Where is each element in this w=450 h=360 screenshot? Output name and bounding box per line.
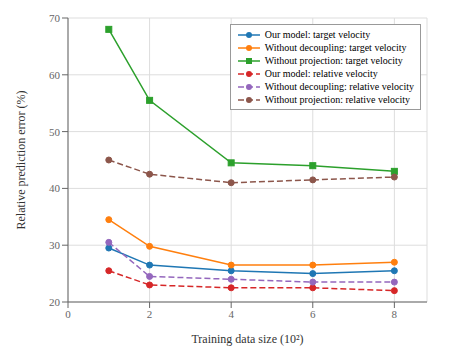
html-text:Without projection: target vel: Without projection: target velocity	[264, 55, 403, 66]
svg-text:4: 4	[228, 308, 234, 320]
svg-text:50: 50	[49, 126, 61, 138]
svg-text:40: 40	[49, 182, 61, 194]
svg-text:Training data size (10²): Training data size (10²)	[191, 332, 303, 346]
svg-text:6: 6	[310, 308, 316, 320]
svg-text:70: 70	[49, 12, 61, 24]
svg-text:8: 8	[392, 308, 398, 320]
svg-text:0: 0	[65, 308, 71, 320]
html-text:Our model: target velocity: Our model: target velocity	[264, 29, 371, 40]
svg-text:20: 20	[49, 296, 61, 308]
svg-text:2: 2	[147, 308, 153, 320]
html-text:Without decoupling: relative v: Without decoupling: relative velocity	[264, 81, 414, 92]
html-text:Without decoupling: target vel: Without decoupling: target velocity	[264, 42, 407, 53]
svg-text:60: 60	[49, 69, 61, 81]
html-text:Without projection: relative v: Without projection: relative velocity	[264, 94, 411, 105]
svg-text:Relative prediction error (%): Relative prediction error (%)	[14, 91, 28, 230]
html-text:Our model: relative velocity: Our model: relative velocity	[264, 68, 378, 79]
svg-text:30: 30	[49, 239, 61, 251]
